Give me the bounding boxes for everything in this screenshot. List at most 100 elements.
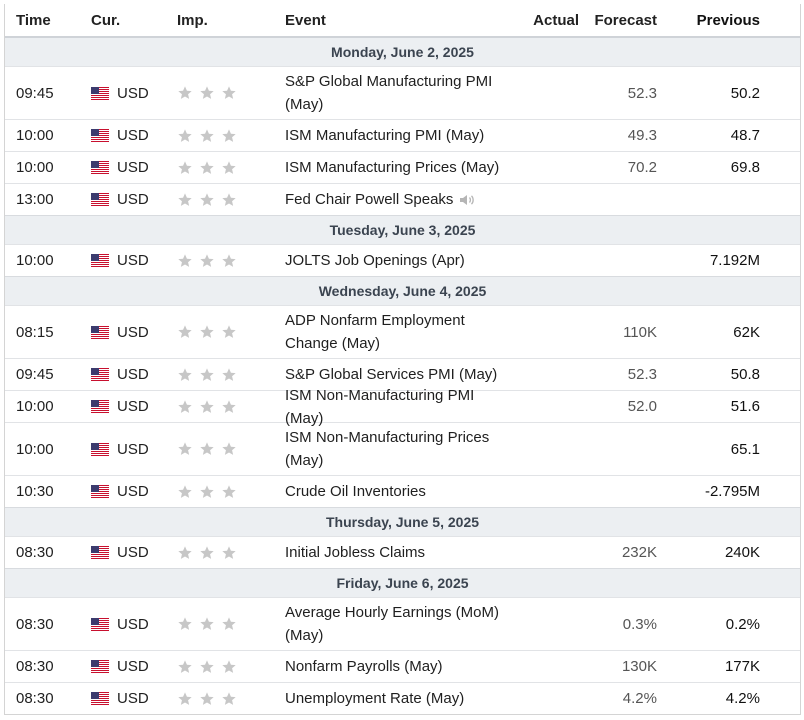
event-name[interactable]: ISM Non-Manufacturing Prices (May) — [285, 429, 490, 469]
event-currency: USD — [117, 84, 149, 102]
header-actual[interactable]: Actual — [533, 11, 579, 29]
event-cell[interactable]: ISM Non-Manufacturing Prices (May) — [271, 424, 503, 474]
header-forecast[interactable]: Forecast — [594, 11, 657, 29]
event-name[interactable]: Fed Chair Powell Speaks — [285, 191, 454, 208]
event-row[interactable]: 08:15 USD ADP Nonfarm Employment Change (M… — [5, 305, 800, 358]
event-time: 09:45 — [16, 84, 54, 102]
star-icon — [222, 484, 236, 498]
event-row[interactable]: 08:30 USD Initial Jobless Claims 232K 240K — [5, 536, 800, 568]
us-flag-icon — [91, 254, 109, 267]
event-name[interactable]: S&P Global Manufacturing PMI (May) — [285, 73, 493, 113]
event-row[interactable]: 10:00 USD ISM Manufacturing Prices (May) 70… — [5, 151, 800, 183]
event-forecast: 52.0 — [627, 398, 657, 415]
us-flag-icon — [91, 546, 109, 559]
event-cell[interactable]: ISM Non-Manufacturing PMI (May) — [271, 382, 503, 432]
importance-stars — [163, 192, 271, 208]
event-currency: USD — [117, 483, 149, 500]
event-row[interactable]: 10:30 USD Crude Oil Inventories -2.795M — [5, 475, 800, 507]
event-currency-cell: USD — [81, 690, 163, 707]
header-currency[interactable]: Cur. — [91, 11, 121, 29]
event-cell[interactable]: Nonfarm Payrolls (May) — [271, 653, 503, 680]
event-cell[interactable]: ADP Nonfarm Employment Change (May) — [271, 307, 503, 357]
event-row[interactable]: 13:00 USD Fed Chair Powell Speaks — [5, 183, 800, 215]
event-forecast: 232K — [621, 544, 657, 561]
star-icon — [178, 253, 192, 267]
event-currency-cell: USD — [81, 252, 163, 269]
event-row[interactable]: 10:00 USD ISM Non-Manufacturing PMI (May) 5… — [5, 387, 800, 427]
event-cell[interactable]: S&P Global Services PMI (May) — [271, 361, 503, 388]
table-header: Time Cur. Imp. Event Actual Forecast Pre… — [5, 4, 800, 38]
header-time[interactable]: Time — [16, 11, 51, 29]
event-forecast: 4.2% — [622, 690, 657, 707]
speaker-icon[interactable] — [459, 193, 475, 207]
event-row[interactable]: 10:00 USD ISM Manufacturing PMI (May) 49.3 4… — [5, 119, 800, 151]
importance-stars — [163, 484, 271, 500]
event-time: 10:00 — [16, 440, 54, 458]
importance-stars — [163, 691, 271, 707]
star-icon — [222, 86, 236, 99]
star-icon — [200, 253, 214, 267]
event-cell[interactable]: Fed Chair Powell Speaks — [271, 186, 503, 213]
header-event[interactable]: Event — [285, 11, 326, 29]
star-icon — [178, 128, 192, 142]
event-forecast: 70.2 — [627, 159, 657, 176]
event-name[interactable]: Initial Jobless Claims — [285, 544, 426, 561]
event-currency: USD — [117, 440, 149, 458]
event-row[interactable]: 08:30 USD Average Hourly Earnings (MoM) (M… — [5, 597, 800, 650]
event-name[interactable]: JOLTS Job Openings (Apr) — [285, 252, 465, 269]
event-row[interactable]: 08:30 USD Unemployment Rate (May) 4.2% 4.2% — [5, 682, 800, 714]
importance-stars — [163, 128, 271, 144]
event-cell[interactable]: JOLTS Job Openings (Apr) — [271, 247, 503, 274]
event-cell[interactable]: Crude Oil Inventories — [271, 478, 503, 505]
event-cell[interactable]: ISM Manufacturing Prices (May) — [271, 154, 503, 181]
event-currency: USD — [117, 544, 149, 561]
event-name[interactable]: ISM Non-Manufacturing PMI (May) — [285, 386, 475, 427]
us-flag-icon — [91, 86, 109, 100]
event-currency-cell: USD — [81, 658, 163, 675]
star-icon — [178, 659, 192, 673]
star-icon — [222, 253, 236, 267]
star-icon — [200, 617, 214, 630]
event-cell[interactable]: ISM Manufacturing PMI (May) — [271, 122, 503, 149]
event-currency-cell: USD — [81, 159, 163, 176]
event-name[interactable]: S&P Global Services PMI (May) — [285, 366, 498, 383]
header-importance[interactable]: Imp. — [177, 11, 208, 29]
header-previous[interactable]: Previous — [696, 11, 760, 29]
star-icon — [178, 545, 192, 559]
event-name[interactable]: Nonfarm Payrolls (May) — [285, 658, 443, 675]
event-cell[interactable]: Unemployment Rate (May) — [271, 685, 503, 712]
event-name[interactable]: Average Hourly Earnings (MoM) (May) — [285, 604, 499, 644]
star-icon — [200, 192, 214, 206]
importance-stars — [163, 253, 271, 269]
economic-calendar: Time Cur. Imp. Event Actual Forecast Pre… — [4, 4, 801, 715]
star-icon — [178, 160, 192, 174]
star-icon — [178, 192, 192, 206]
event-row[interactable]: 08:30 USD Nonfarm Payrolls (May) 130K 177K — [5, 650, 800, 682]
event-currency: USD — [117, 366, 149, 383]
event-row[interactable]: 10:00 USD ISM Non-Manufacturing Prices (Ma… — [5, 422, 800, 475]
event-name[interactable]: Crude Oil Inventories — [285, 483, 426, 500]
event-row[interactable]: 09:45 USD S&P Global Services PMI (May) 52.… — [5, 358, 800, 390]
event-row[interactable]: 09:45 USD S&P Global Manufacturing PMI (Ma… — [5, 66, 800, 119]
event-name[interactable]: ISM Manufacturing PMI (May) — [285, 127, 485, 144]
event-cell[interactable]: Initial Jobless Claims — [271, 539, 503, 566]
event-previous: 7.192M — [709, 252, 760, 269]
star-icon — [222, 367, 236, 381]
event-row[interactable]: 10:00 USD JOLTS Job Openings (Apr) 7.192M — [5, 244, 800, 276]
event-time: 10:00 — [16, 159, 54, 176]
event-time: 08:30 — [16, 690, 54, 707]
event-name[interactable]: ISM Manufacturing Prices (May) — [285, 159, 500, 176]
star-icon — [178, 399, 192, 413]
event-cell[interactable]: Average Hourly Earnings (MoM) (May) — [271, 599, 503, 649]
event-previous: 48.7 — [730, 127, 760, 144]
star-icon — [200, 325, 214, 338]
event-cell[interactable]: S&P Global Manufacturing PMI (May) — [271, 68, 503, 118]
event-name[interactable]: ADP Nonfarm Employment Change (May) — [285, 312, 465, 352]
event-previous: 51.6 — [730, 398, 760, 415]
star-icon — [200, 367, 214, 381]
event-currency: USD — [117, 615, 149, 633]
event-name[interactable]: Unemployment Rate (May) — [285, 690, 465, 707]
event-time: 10:00 — [16, 252, 54, 269]
us-flag-icon — [91, 193, 109, 206]
star-icon — [222, 617, 236, 630]
